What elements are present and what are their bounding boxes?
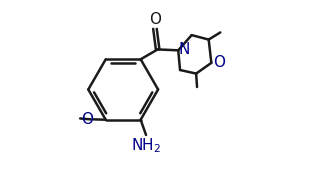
Text: O: O (213, 55, 225, 70)
Text: N: N (179, 42, 190, 57)
Text: NH$_2$: NH$_2$ (131, 137, 161, 155)
Text: O: O (149, 12, 161, 27)
Text: O: O (81, 112, 93, 127)
